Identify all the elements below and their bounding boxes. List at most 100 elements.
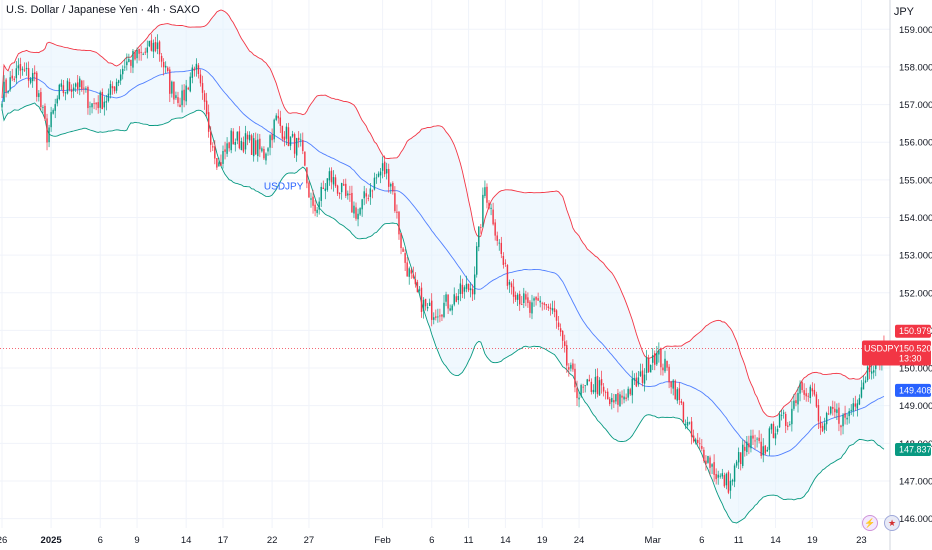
candle [31, 68, 34, 88]
time-axis[interactable]: 26 2025 6 9 14 17 22 27 Feb 6 11 14 19 24 Mar 6 11 14 19 23 [0, 535, 867, 546]
candle [334, 174, 337, 188]
price-axis[interactable]: 146.000147.000148.000149.000150.000151.0… [889, 0, 932, 550]
candle [805, 387, 807, 402]
candle [543, 301, 545, 310]
candle [566, 340, 568, 373]
candle [856, 399, 859, 417]
candle [136, 47, 138, 64]
price-tick-label: 158.000 [899, 62, 932, 73]
candle [218, 157, 220, 167]
candle [596, 368, 599, 398]
candle [302, 132, 304, 155]
candle [553, 300, 556, 318]
candle [870, 363, 873, 380]
candle [840, 424, 842, 436]
candle [862, 375, 865, 390]
candle [101, 88, 103, 110]
candle [357, 208, 359, 227]
candle [242, 136, 245, 154]
candle [398, 210, 400, 240]
lightning-icon[interactable]: ⚡ [862, 515, 878, 531]
candle [228, 141, 230, 152]
candle [87, 85, 89, 115]
candle [551, 300, 554, 315]
candle [128, 53, 130, 63]
candle [183, 84, 185, 108]
candle [721, 468, 724, 479]
candle [437, 308, 439, 323]
candle [453, 287, 455, 307]
candle [314, 200, 316, 217]
candle [322, 180, 324, 190]
candle [279, 110, 282, 133]
candle [604, 390, 607, 400]
candle [492, 202, 494, 226]
candle [146, 40, 149, 59]
candle [609, 396, 611, 407]
candle [782, 409, 785, 419]
time-tick-label: 6 [98, 535, 103, 546]
candle [694, 437, 697, 445]
candle [807, 392, 809, 402]
candle [119, 69, 122, 85]
candle [811, 382, 814, 397]
candle [834, 401, 836, 418]
candle [144, 47, 146, 56]
candle [482, 187, 484, 229]
candle [424, 298, 427, 311]
candle [426, 302, 429, 312]
candle [373, 172, 376, 191]
candle [703, 447, 705, 463]
candle [584, 385, 586, 393]
candle [496, 231, 498, 246]
candle [561, 330, 564, 349]
candle [471, 284, 474, 301]
candle [848, 408, 850, 424]
candle [652, 348, 654, 371]
candle [801, 380, 803, 393]
candle [130, 59, 132, 73]
candle [293, 132, 296, 159]
candle [365, 188, 367, 204]
candle [827, 406, 830, 416]
bollinger-basis-line [1, 68, 885, 457]
candle [81, 79, 83, 92]
time-tick-label: 27 [304, 535, 315, 546]
price-tick-label: 154.000 [899, 213, 932, 224]
symbol-title[interactable]: U.S. Dollar / Japanese Yen · 4h · SAXO [6, 4, 200, 16]
price-tick-label: 159.000 [899, 25, 932, 36]
candle [832, 400, 834, 416]
candle [600, 370, 603, 394]
candle [134, 49, 136, 61]
candle [823, 417, 826, 434]
candle [336, 184, 339, 197]
us-flag-icon[interactable]: ★ [884, 515, 900, 531]
candle [510, 281, 513, 295]
candle [246, 131, 249, 146]
candle [504, 259, 507, 267]
candle [402, 246, 404, 252]
candle [210, 126, 212, 153]
candle [523, 287, 525, 309]
series-label: USDJPY [264, 181, 304, 192]
candle [66, 78, 69, 95]
candle [234, 138, 236, 152]
candle [21, 66, 24, 76]
candlestick-series [1, 34, 885, 499]
candle [375, 173, 378, 184]
candle [109, 80, 112, 99]
candle [252, 133, 255, 162]
candle [795, 393, 797, 407]
candle [797, 387, 799, 413]
candle [762, 438, 764, 463]
candle [854, 395, 857, 411]
candle [533, 296, 535, 307]
candle [705, 455, 707, 471]
last-price-symbol: USDJPY [864, 343, 900, 353]
candle [791, 400, 793, 432]
candle [226, 137, 228, 157]
candle [588, 374, 591, 382]
basis-value: 149.408 [899, 385, 932, 395]
candle [617, 389, 619, 413]
